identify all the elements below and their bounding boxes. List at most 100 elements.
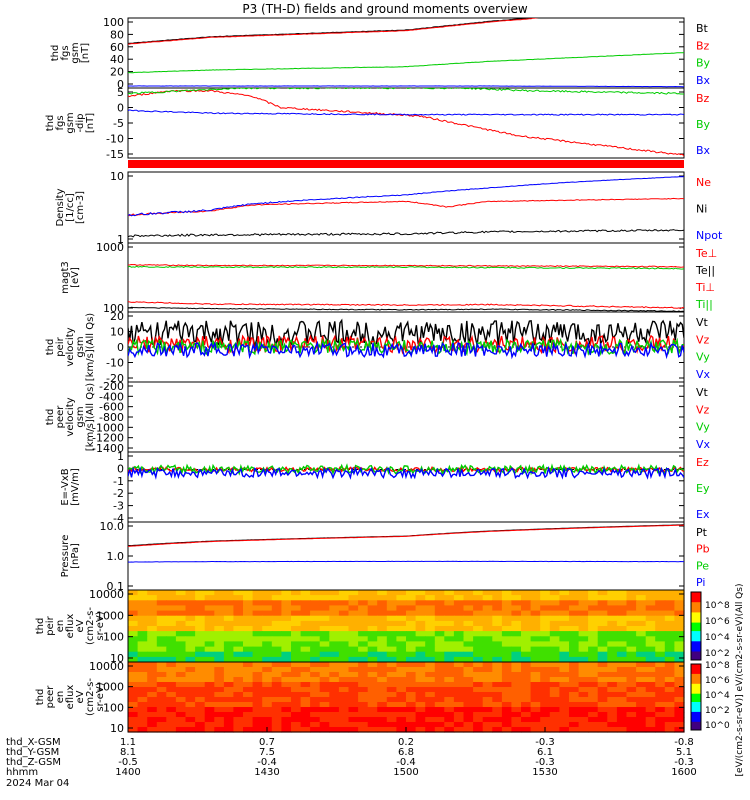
legend-label: By	[696, 57, 711, 70]
y-axis-label-line: [1/cc]	[65, 193, 76, 222]
legend-label: Ez	[696, 456, 709, 469]
panel-frame	[127, 521, 685, 591]
y-tick-label: -20	[106, 372, 124, 385]
y-tick-label: 1000	[96, 681, 124, 694]
panel-frame	[127, 87, 685, 159]
y-tick-label: 100	[103, 631, 124, 644]
panel-frame	[127, 451, 685, 523]
x-axis-value: -0.3	[535, 737, 555, 748]
series-Pi	[128, 560, 684, 563]
y-tick-label: -400	[99, 390, 124, 403]
y-tick-label: -10	[106, 133, 124, 146]
x-axis-value: 8.1	[120, 747, 136, 758]
y-tick-label: 5	[117, 86, 124, 99]
x-axis-row-label: hhmm	[6, 767, 38, 778]
legend-label: Vy	[696, 351, 710, 364]
colorbar-tick: 10^6	[705, 676, 730, 686]
y-tick-label: 1.0	[107, 550, 125, 563]
legend-label: Pe	[696, 559, 709, 572]
x-axis-value: -0.4	[257, 757, 277, 768]
y-axis-label: thd peer velocity gsm [km/s](All Qs)	[45, 383, 96, 451]
y-tick-label: -10	[106, 357, 124, 370]
y-axis-label: thd peer en eflux eV (cm2-s-sr-eV)	[35, 678, 106, 716]
legend-label: Bz	[696, 39, 710, 52]
y-tick-label: -1000	[92, 421, 124, 434]
y-axis-label-line: (cm2-s-	[85, 607, 96, 645]
legend-label: Te||	[695, 264, 715, 277]
y-tick-label: 20	[110, 66, 124, 79]
x-axis-value: 1530	[532, 767, 557, 778]
x-axis-value: 7.5	[259, 747, 275, 758]
y-axis-label-line: (cm2-s-	[85, 678, 96, 716]
legend-label: Ti⊥	[695, 281, 715, 294]
y-axis-label-line: [cm-3]	[75, 191, 86, 224]
y-tick-label: 20	[110, 310, 124, 323]
y-axis-label: thd peir en eflux eV (cm2-s-sr-eV)	[35, 607, 106, 645]
x-axis-value: 1400	[115, 767, 140, 778]
series-Vx	[128, 340, 684, 360]
x-axis-value: 5.1	[676, 747, 692, 758]
y-axis-label-line: eflux	[65, 614, 76, 639]
colorbar-tick: 10^8	[705, 661, 730, 671]
y-tick-label: 10000	[89, 588, 124, 601]
y-axis-label-line: velocity	[65, 397, 76, 436]
series-Ex	[128, 465, 684, 480]
legend-label: Vz	[696, 403, 710, 416]
series-Pb	[128, 524, 684, 547]
y-axis-label-line: thd	[45, 339, 56, 356]
y-tick-label: 0	[117, 462, 124, 475]
series-Bt	[128, 18, 535, 44]
legend-label: Bx	[696, 74, 711, 87]
y-tick-label: -5	[113, 117, 124, 130]
x-axis-value: -0.3	[535, 757, 555, 768]
y-axis-label: thd peir velocity gsm [km/s](All Qs)	[45, 313, 96, 381]
y-axis-label-line: [mV/m]	[70, 468, 81, 506]
y-axis-label-line: -dip	[75, 113, 86, 132]
y-axis-label-line: [km/s](All Qs)	[85, 383, 96, 451]
series-Te||	[128, 306, 684, 312]
y-tick-label: -1200	[92, 432, 124, 445]
y-tick-label: 10	[110, 326, 124, 339]
y-axis-label: thd fgs gsm -dip [nT]	[45, 112, 96, 133]
y-axis-label-line: thd	[45, 409, 56, 426]
y-tick-label: 0	[117, 78, 124, 91]
y-axis-label-line: Pressure	[60, 535, 71, 578]
series-By	[128, 52, 684, 74]
legend-label: By	[696, 118, 711, 131]
y-tick-label: 100	[103, 302, 124, 315]
legend-label: Bx	[696, 144, 711, 157]
series-Vt	[128, 318, 684, 349]
y-tick-label: -600	[99, 401, 124, 414]
y-axis-label-line: [nT]	[85, 113, 96, 133]
y-axis-label-line: thd	[45, 115, 56, 132]
y-axis-label-line: magt3	[60, 261, 71, 294]
y-axis-label-line: peer	[55, 405, 66, 429]
y-axis-label-line: [nT]	[80, 43, 91, 63]
series-Bz	[128, 89, 684, 157]
panel-frame	[127, 242, 685, 313]
x-axis-value: 0.7	[259, 737, 275, 748]
x-axis-row-label: thd_Z-GSM	[6, 757, 61, 768]
y-axis-label-line: en	[55, 620, 66, 633]
x-axis-value: 1430	[254, 767, 279, 778]
legend-label: Bz	[696, 92, 710, 105]
peer-heatmap	[128, 662, 685, 733]
y-tick-label: 60	[110, 41, 124, 54]
colorbar-tick: 10^6	[705, 617, 730, 627]
legend-label: Te⊥	[695, 247, 717, 260]
colorbar-tick: 10^8	[705, 601, 730, 611]
y-axis-label-line: eV	[75, 690, 86, 703]
y-tick-label: -3	[113, 500, 124, 513]
y-axis-label-line: peer	[45, 685, 56, 709]
x-axis-value: 0.2	[398, 737, 414, 748]
y-axis-label-line: sr-eV)	[95, 682, 106, 711]
y-axis-label-line: peir	[45, 615, 56, 635]
panel-frame	[127, 381, 685, 453]
legend-label: Bt	[696, 22, 709, 35]
x-axis-value: 1.1	[120, 737, 136, 748]
colorbar-tick: 10^0	[705, 721, 730, 731]
colorbar-tick: 10^4	[705, 691, 730, 701]
y-tick-label: 10000	[89, 660, 124, 673]
y-axis-label-line: thd	[35, 618, 46, 635]
